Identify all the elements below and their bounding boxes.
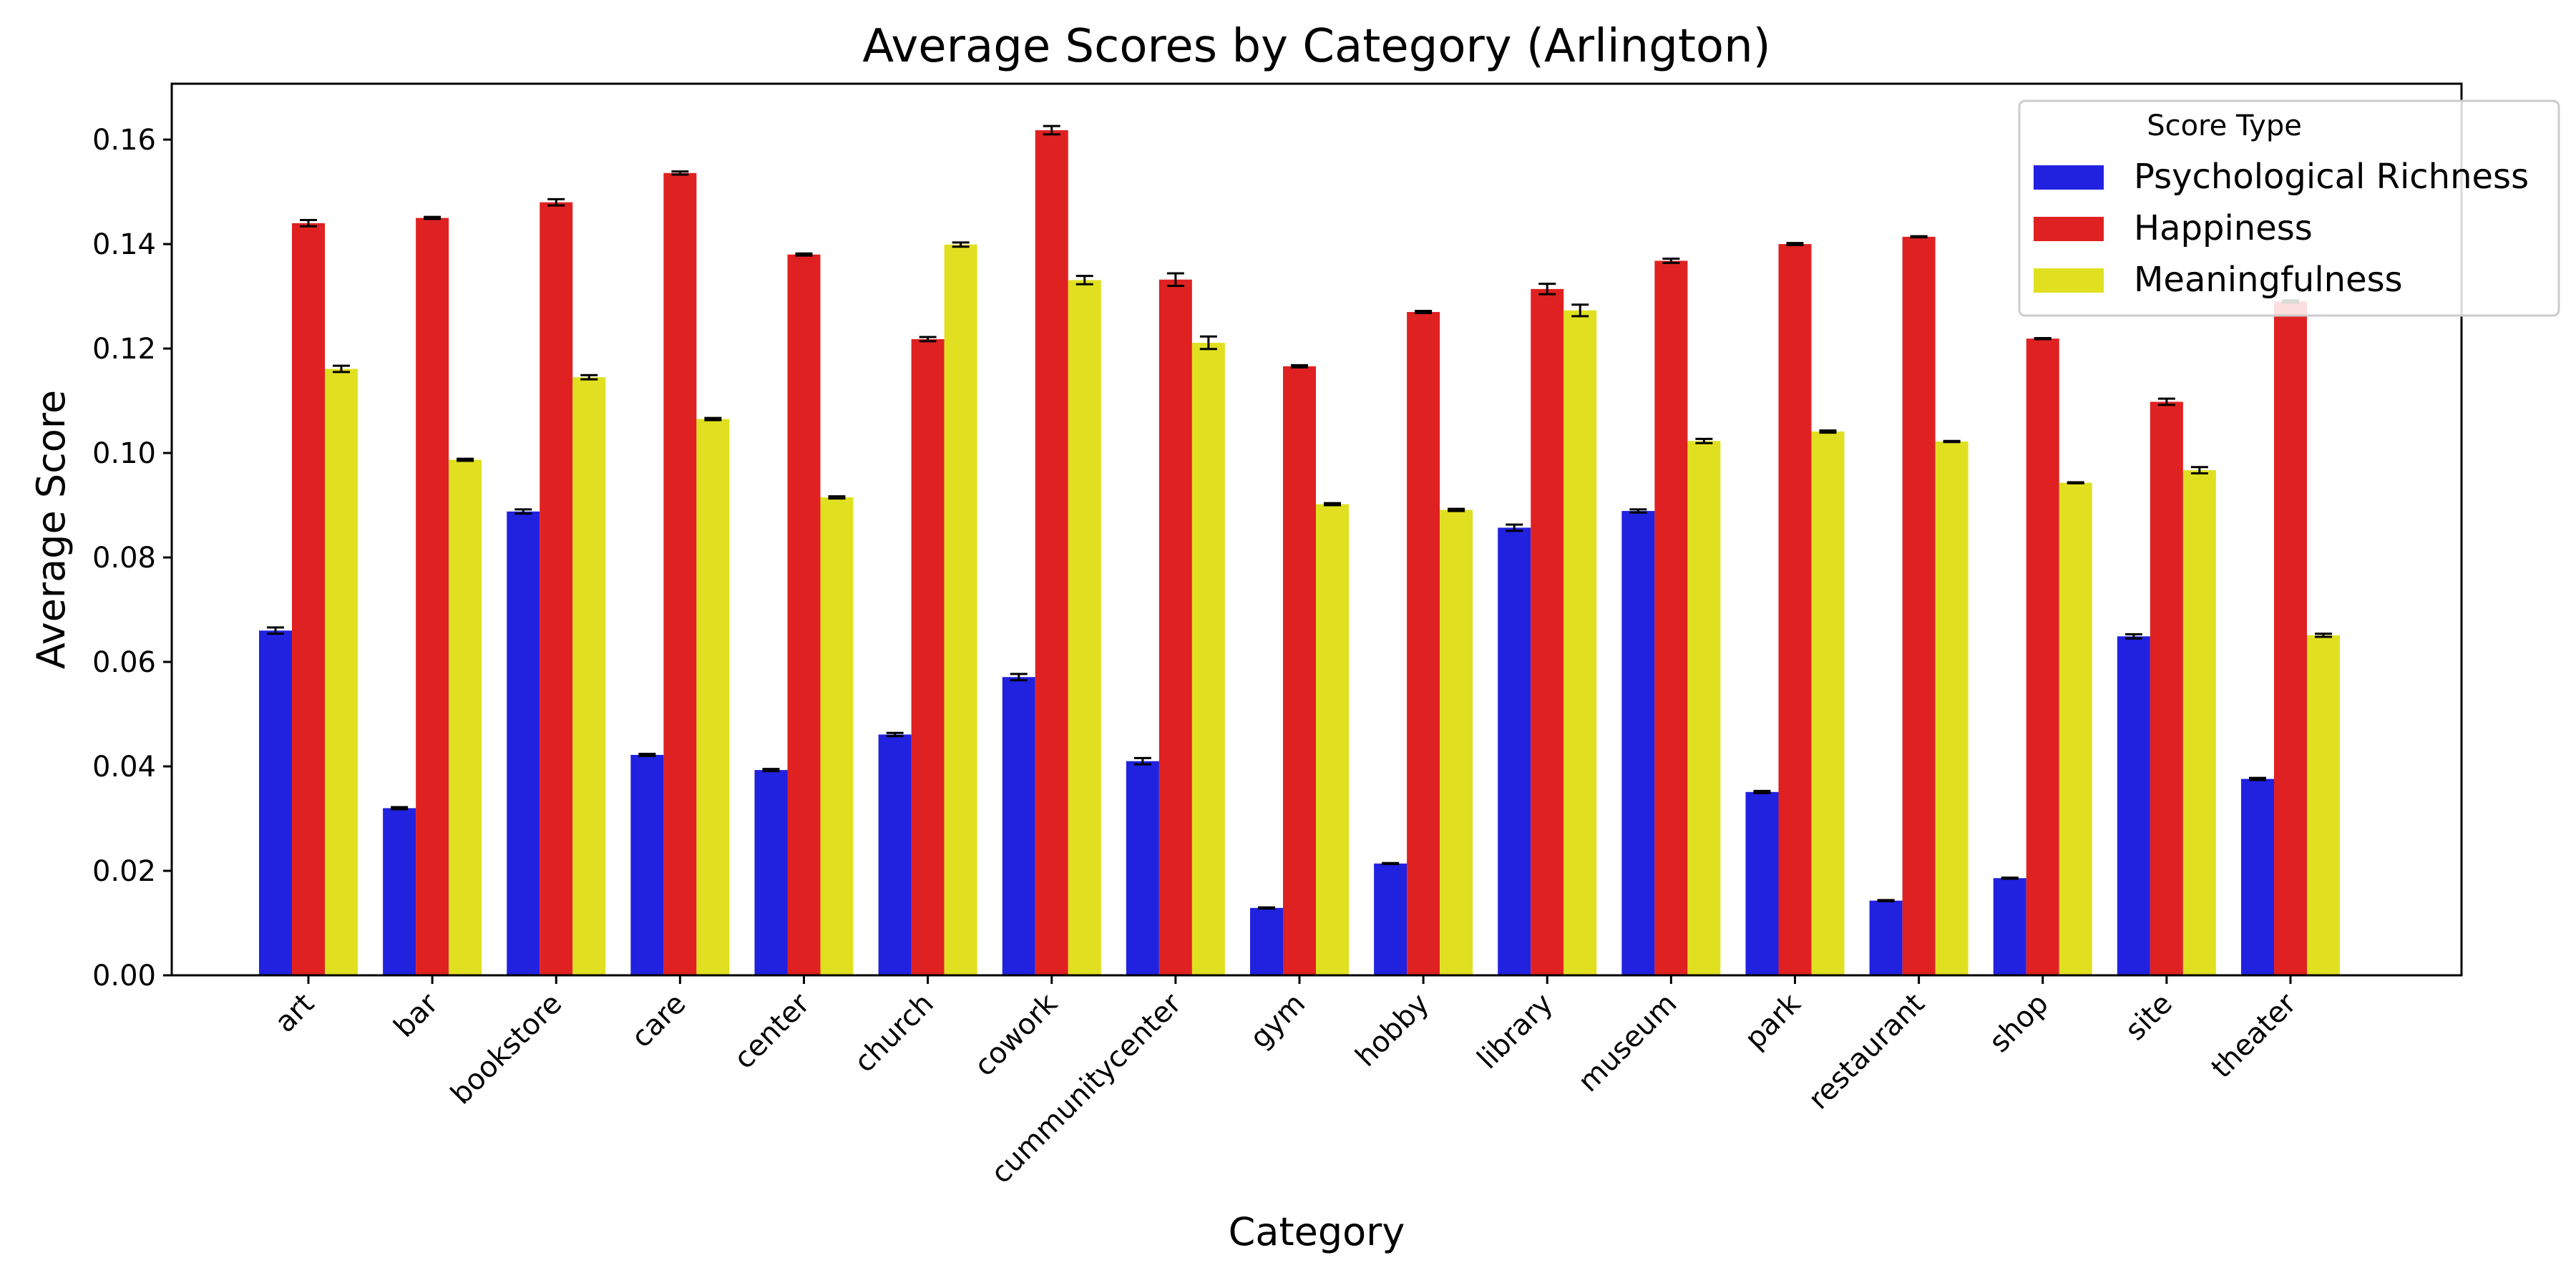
y-tick-label: 0.16 [92,124,156,157]
x-axis-label: Category [1229,1209,1405,1254]
bar-meaningfulness-bookstore [572,377,606,975]
bar-meaningfulness-bar [449,459,482,975]
bar-happiness-cowork [1035,130,1068,976]
x-tick-label-shop: shop [1983,987,2054,1059]
y-tick-label: 0.08 [92,542,156,575]
x-tick-label-museum: museum [1572,987,1684,1099]
bar-meaningfulness-gym [1316,504,1349,975]
bar-meaningfulness-library [1563,310,1597,976]
x-tick-label-bookstore: bookstore [444,987,568,1111]
bar-happiness-care [663,172,697,976]
bar-psychological-richness-gym [1250,907,1283,975]
y-tick-label: 0.10 [92,437,156,470]
x-tick-label-hobby: hobby [1350,987,1435,1073]
bar-psychological-richness-bar [383,808,416,975]
legend-swatch-psychological-richness [2034,165,2104,190]
x-tick-label-theater: theater [2205,987,2303,1085]
x-tick-label-art: art [268,987,321,1040]
bar-happiness-gym [1283,366,1316,975]
bar-psychological-richness-care [630,754,664,975]
legend-label: Psychological Richness [2134,157,2529,197]
bar-happiness-cummunitycenter [1158,279,1192,975]
bar-psychological-richness-bookstore [507,511,540,975]
bar-meaningfulness-hobby [1440,509,1473,975]
bars-layer [259,125,2340,976]
chart-title: Average Scores by Category (Arlington) [862,20,1770,73]
y-tick-label: 0.04 [92,751,156,784]
bar-happiness-park [1778,244,1812,975]
x-tick-label-care: care [625,987,693,1055]
bar-meaningfulness-care [696,419,730,975]
y-tick-label: 0.00 [92,960,156,992]
x-tick-label-cowork: cowork [968,987,1064,1083]
legend-box [2018,99,2560,317]
bar-happiness-restaurant [1902,236,1936,976]
bar-meaningfulness-cummunitycenter [1191,343,1225,975]
x-tick-label-church: church [848,987,940,1079]
bar-happiness-art [292,223,325,975]
bar-meaningfulness-park [1811,431,1845,975]
legend-label: Meaningfulness [2134,260,2403,300]
bar-psychological-richness-library [1498,527,1531,975]
legend-swatch-happiness [2034,217,2104,241]
bar-psychological-richness-shop [1993,878,2026,975]
legend-label: Happiness [2134,208,2313,248]
bar-happiness-site [2150,401,2183,975]
x-tick-label-park: park [1739,987,1807,1055]
y-tick-label: 0.14 [92,228,156,261]
y-axis-label: Average Score [29,390,74,669]
legend-swatch-meaningfulness [2034,268,2104,293]
bar-happiness-bookstore [540,202,573,976]
bar-happiness-library [1531,288,1564,975]
x-tick-label-bar: bar [388,987,445,1044]
bar-meaningfulness-restaurant [1935,441,1968,975]
legend-title: Score Type [2147,109,2302,142]
x-tick-label-restaurant: restaurant [1802,987,1931,1116]
bar-psychological-richness-museum [1621,511,1655,975]
bar-meaningfulness-church [944,244,977,975]
bar-psychological-richness-theater [2241,779,2274,975]
bar-meaningfulness-museum [1687,441,1721,975]
y-tick-label: 0.06 [92,646,156,679]
bar-psychological-richness-site [2117,636,2150,975]
y-tick-label: 0.12 [92,333,156,366]
bar-psychological-richness-restaurant [1869,900,1903,975]
bar-psychological-richness-cummunitycenter [1126,761,1159,975]
bar-meaningfulness-art [325,369,358,975]
bar-happiness-church [911,338,945,975]
bar-psychological-richness-cowork [1002,677,1035,975]
bar-psychological-richness-center [754,770,788,975]
bar-psychological-richness-art [259,630,292,975]
x-tick-label-center: center [728,987,816,1075]
bar-meaningfulness-theater [2307,635,2340,975]
bar-psychological-richness-park [1745,791,1779,975]
bar-meaningfulness-center [820,497,854,975]
bar-happiness-theater [2274,301,2307,975]
plot-frame [170,82,2463,977]
bar-meaningfulness-cowork [1068,280,1101,975]
bar-psychological-richness-hobby [1374,863,1407,975]
bar-happiness-bar [416,218,449,975]
x-tick-label-library: library [1471,987,1560,1076]
legend: Score Type Psychological Richness Happines… [2018,99,2560,317]
bar-happiness-shop [2026,338,2059,975]
x-tick-label-gym: gym [1244,987,1312,1055]
bar-psychological-richness-church [878,734,912,975]
bar-happiness-museum [1654,260,1688,976]
bar-happiness-center [787,254,821,975]
bar-meaningfulness-site [2182,470,2216,975]
bar-meaningfulness-shop [2059,482,2092,975]
x-tick-label-site: site [2119,987,2179,1048]
bar-happiness-hobby [1407,311,1440,976]
y-tick-label: 0.02 [92,855,156,888]
